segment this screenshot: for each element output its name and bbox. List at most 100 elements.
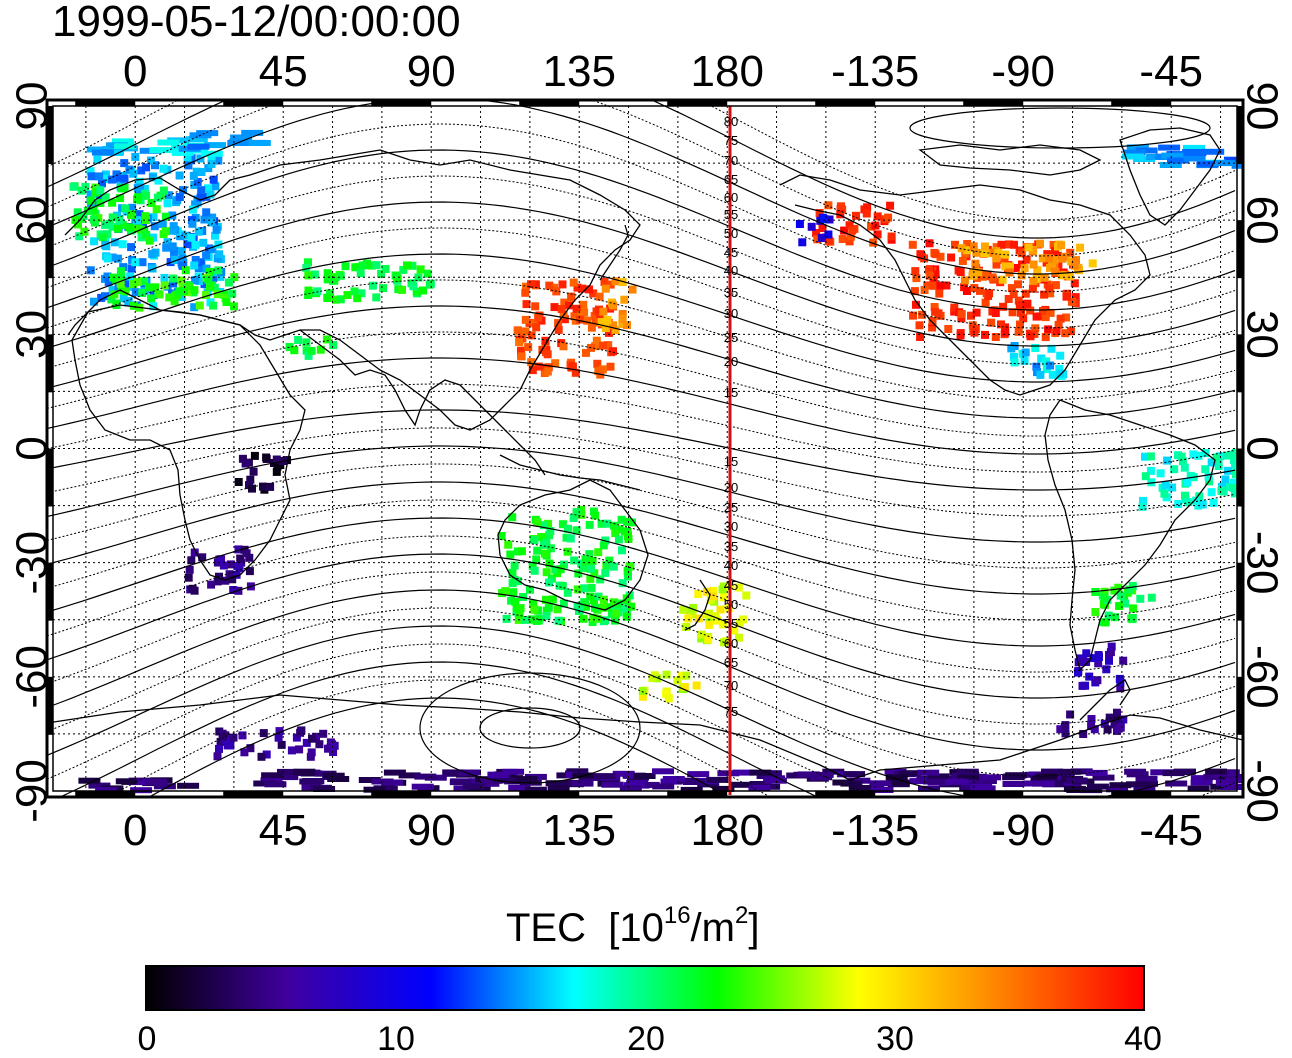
tec-cell [974, 778, 997, 784]
tec-cell [108, 213, 117, 222]
tec-cell [238, 731, 247, 740]
tec-cell [120, 174, 129, 183]
tec-cell [1066, 248, 1075, 257]
tec-cell [962, 778, 985, 785]
tec-cell [1135, 775, 1158, 782]
tec-cell [604, 341, 613, 350]
contour-oval [419, 672, 641, 784]
tec-cell [510, 561, 519, 570]
tec-cell [187, 556, 196, 565]
meridian-label-s25: 25 [724, 500, 738, 515]
tec-cell [89, 215, 98, 224]
tec-cell [240, 748, 249, 757]
tec-cell [129, 301, 138, 310]
frame-tick [47, 106, 53, 164]
frame-tick [1237, 334, 1243, 393]
tec-cell [178, 281, 187, 290]
tec-cell [287, 746, 296, 755]
tec-cell [103, 254, 112, 263]
tec-cell [586, 574, 595, 583]
tec-cell [1195, 492, 1204, 501]
tec-cell [1167, 157, 1189, 164]
tec-cell [979, 774, 1002, 781]
tec-cell [114, 143, 137, 150]
frame-tick [1237, 448, 1243, 507]
tec-cell [181, 231, 190, 240]
tec-cell [358, 777, 381, 783]
tec-cell [567, 292, 576, 301]
tec-cell [836, 210, 845, 219]
tec-cell [1174, 500, 1183, 508]
tec-cell [188, 584, 197, 593]
tec-cell [351, 263, 360, 272]
lat-lon-grid [53, 106, 1237, 791]
tec-cell [259, 729, 268, 738]
tec-cell [207, 153, 216, 162]
tec-cell [1074, 668, 1082, 677]
tec-cell [820, 215, 829, 224]
tec-cell [1045, 254, 1053, 263]
tec-cell [1017, 249, 1026, 258]
tec-cell [377, 269, 386, 278]
tec-cell [885, 774, 908, 781]
coastline-indonesia [499, 454, 641, 491]
tec-cell [459, 769, 481, 776]
tec-cell [323, 269, 332, 278]
tec-cell [598, 365, 607, 374]
lon-label-bottom-180: 180 [691, 806, 764, 855]
tec-cell [147, 294, 156, 303]
tec-cell [168, 242, 177, 251]
tec-cell [992, 243, 1001, 252]
tec-cell [120, 184, 129, 192]
colorbar-tick-40: 40 [1124, 1020, 1162, 1058]
tec-cell [77, 214, 86, 223]
tec-cell [562, 533, 571, 542]
tec-cell [550, 303, 559, 312]
tec-cell [125, 223, 134, 232]
meridian-label-n70: 70 [724, 153, 738, 168]
tec-cell [1046, 361, 1055, 370]
tec-cell [206, 190, 215, 199]
meridian-label-s15: 15 [724, 454, 738, 469]
tec-cell [1040, 273, 1049, 282]
tec-cell [185, 565, 194, 574]
tec-cell [115, 778, 138, 785]
tec-cell [560, 560, 568, 569]
meridian-label-s70: 70 [724, 678, 738, 693]
tec-cell [145, 778, 168, 785]
tec-cell [322, 335, 331, 344]
tec-cell [582, 348, 590, 357]
tec-cell [1190, 779, 1213, 786]
tec-cell [599, 341, 607, 350]
tec-cell [112, 301, 121, 309]
coastline-japan [599, 224, 629, 281]
lon-label-top--45: -45 [1139, 47, 1203, 96]
tec-cell [111, 138, 134, 145]
tec-cell [249, 467, 258, 476]
tec-cell [1138, 502, 1147, 511]
tec-cell [1085, 769, 1108, 776]
tec-cell [571, 316, 580, 325]
tec-cell [513, 326, 522, 335]
tec-cell [1101, 618, 1110, 627]
lon-label-bottom--135: -135 [831, 806, 919, 855]
tec-cell [531, 302, 540, 311]
tec-cell [1056, 369, 1065, 378]
tec-cell [1017, 308, 1025, 317]
tec-region-18 [213, 726, 339, 761]
tec-cell [110, 238, 119, 247]
tec-cell [1209, 498, 1218, 507]
tec-cell [1198, 500, 1207, 509]
tec-cell [554, 325, 563, 334]
tec-cell [202, 251, 211, 260]
tec-cell [1019, 314, 1028, 323]
tec-cell [544, 603, 553, 612]
tec-cell [1004, 295, 1013, 303]
tec-cell [190, 548, 199, 557]
tec-cell [253, 780, 276, 787]
tec-cell [277, 768, 299, 775]
tec-cell [527, 280, 535, 289]
tec-cell [1044, 325, 1053, 334]
tec-cell [565, 301, 574, 310]
contour-line [47, 625, 1236, 797]
